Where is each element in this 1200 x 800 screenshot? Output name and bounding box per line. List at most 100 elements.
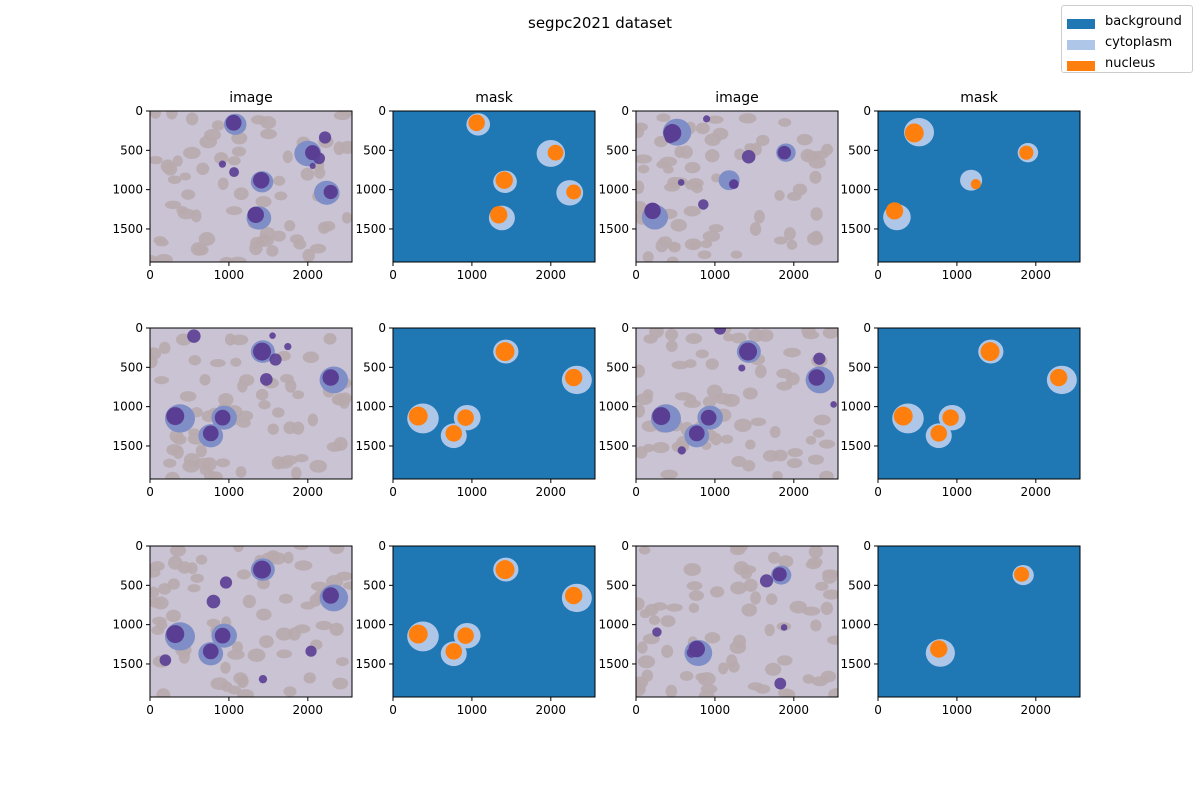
red-blood-cell [237,380,248,393]
x-tick-label: 1000 [942,703,973,717]
red-blood-cell [753,209,765,224]
red-blood-cell [683,399,702,409]
red-blood-cell [183,146,201,160]
red-blood-cell [708,224,724,233]
x-tick-label: 0 [389,268,397,282]
panel-content [150,546,352,697]
red-blood-cell [684,359,697,368]
nucleus-region [930,640,948,658]
red-blood-cell [276,649,293,659]
nucleus-region [495,342,515,362]
red-blood-cell [750,417,767,427]
red-blood-cell [156,688,171,697]
nucleus-region [970,179,981,190]
red-blood-cell [282,150,293,164]
red-blood-cell [787,191,802,201]
red-blood-cell [280,455,298,465]
red-blood-cell [259,227,276,240]
panel-content [393,111,595,262]
red-blood-cell [777,655,793,666]
red-blood-cell [300,167,315,181]
nucleus-region [1050,368,1068,387]
cell-nucleus [322,369,339,386]
cell-nucleus [688,425,705,442]
x-tick-label: 0 [389,703,397,717]
y-tick-label: 0 [621,539,629,553]
panel-content [393,546,595,697]
red-blood-cell [309,594,322,607]
axes-frame [149,327,353,480]
red-blood-cell [808,546,823,559]
stained-cell [677,446,686,455]
red-blood-cell [683,562,702,576]
red-blood-cell [661,644,674,658]
red-blood-cell [700,239,713,249]
x-tick-label: 1000 [214,485,245,499]
stained-cell [258,674,268,684]
red-blood-cell [776,368,792,379]
red-blood-cell [150,255,158,262]
red-blood-cell [730,581,747,595]
y-tick-label: 500 [120,360,143,374]
red-blood-cell [331,392,350,406]
mask-background [878,546,1080,697]
cell-nucleus [700,409,717,426]
red-blood-cell [642,389,654,400]
x-tick-label: 2000 [779,268,810,282]
red-blood-cell [734,418,752,432]
red-blood-cell [641,669,654,682]
red-blood-cell [820,601,834,615]
red-blood-cell [291,466,302,479]
stained-cell [677,179,685,186]
red-blood-cell [660,615,676,628]
image-panel-r1-c0: 0 1000 2000 0 500 1000 1500 [112,321,353,499]
y-tick-label: 1000 [112,400,143,414]
red-blood-cell [251,115,267,125]
x-tick-label: 2000 [1021,268,1052,282]
red-blood-cell [303,672,316,684]
red-blood-cell [179,172,192,181]
red-blood-cell [704,632,721,644]
panel-content [636,111,838,262]
column-title: mask [960,90,999,106]
red-blood-cell [685,333,703,345]
x-tick-label: 2000 [293,703,324,717]
legend-swatch-cytoplasm [1067,40,1095,50]
y-tick-label: 500 [363,578,386,592]
red-blood-cell [654,135,668,148]
stained-cell [813,352,826,365]
red-blood-cell [686,581,703,591]
nucleus-region [930,425,948,442]
red-blood-cell [166,609,181,623]
red-blood-cell [227,649,245,660]
red-blood-cell [199,135,218,149]
red-blood-cell [279,593,293,604]
stained-cell [741,149,756,164]
nucleus-region [547,144,564,161]
nucleus-region [904,123,924,143]
red-blood-cell [333,141,345,156]
red-blood-cell [787,447,803,458]
axes-frame [635,545,839,698]
y-tick-label: 1500 [598,657,629,671]
red-blood-cell [666,603,683,612]
cell-nucleus [202,425,219,442]
nucleus-region [566,184,582,200]
stained-cell [159,654,172,666]
y-tick-label: 1500 [840,222,871,236]
red-blood-cell [729,640,747,654]
x-tick-label: 2000 [779,703,810,717]
red-blood-cell [805,559,822,570]
nucleus-region [1014,566,1030,582]
stained-cell [309,162,316,170]
red-blood-cell [273,175,286,186]
red-blood-cell [660,469,678,479]
red-blood-cell [294,560,313,571]
y-tick-label: 0 [135,104,143,118]
y-tick-label: 500 [848,143,871,157]
red-blood-cell [284,220,296,232]
red-blood-cell [697,250,712,260]
red-blood-cell [636,180,645,195]
red-blood-cell [698,690,715,697]
panel-grid: 0 1000 2000 0 500 1000 1500 image 0 1000 2000 0 500 1… [112,90,1081,717]
